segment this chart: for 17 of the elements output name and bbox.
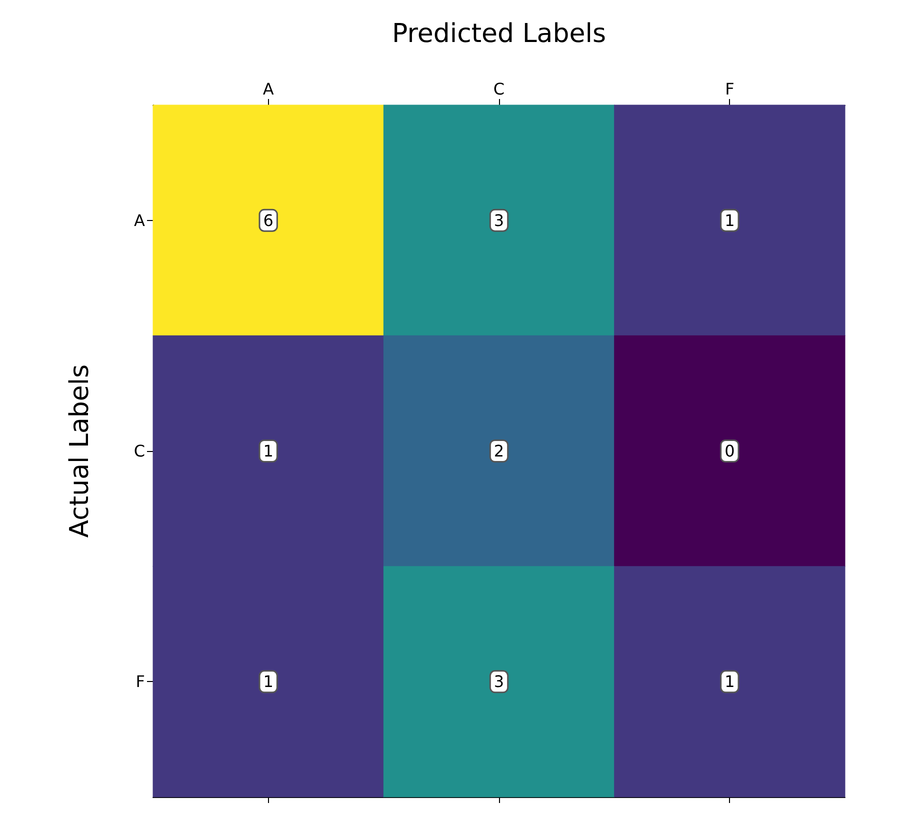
y-axis-title: Actual Labels bbox=[65, 364, 95, 538]
data-label: 2 bbox=[494, 442, 504, 460]
data-label: 3 bbox=[494, 210, 504, 230]
x-tick-label: F bbox=[725, 80, 734, 98]
y-tick-label: A bbox=[134, 210, 146, 230]
x-tick-label: A bbox=[262, 80, 274, 98]
data-label: 0 bbox=[724, 442, 735, 460]
data-label: 1 bbox=[263, 442, 274, 460]
y-tick-label: C bbox=[134, 442, 145, 460]
y-tick-label: F bbox=[136, 672, 145, 692]
data-label: 1 bbox=[263, 672, 274, 692]
data-label: 1 bbox=[724, 210, 735, 230]
data-label: 6 bbox=[263, 210, 274, 230]
x-axis-title: Predicted Labels bbox=[392, 19, 606, 49]
data-label: 3 bbox=[494, 672, 504, 692]
data-label: 1 bbox=[724, 672, 735, 692]
x-tick-label: C bbox=[493, 80, 505, 98]
